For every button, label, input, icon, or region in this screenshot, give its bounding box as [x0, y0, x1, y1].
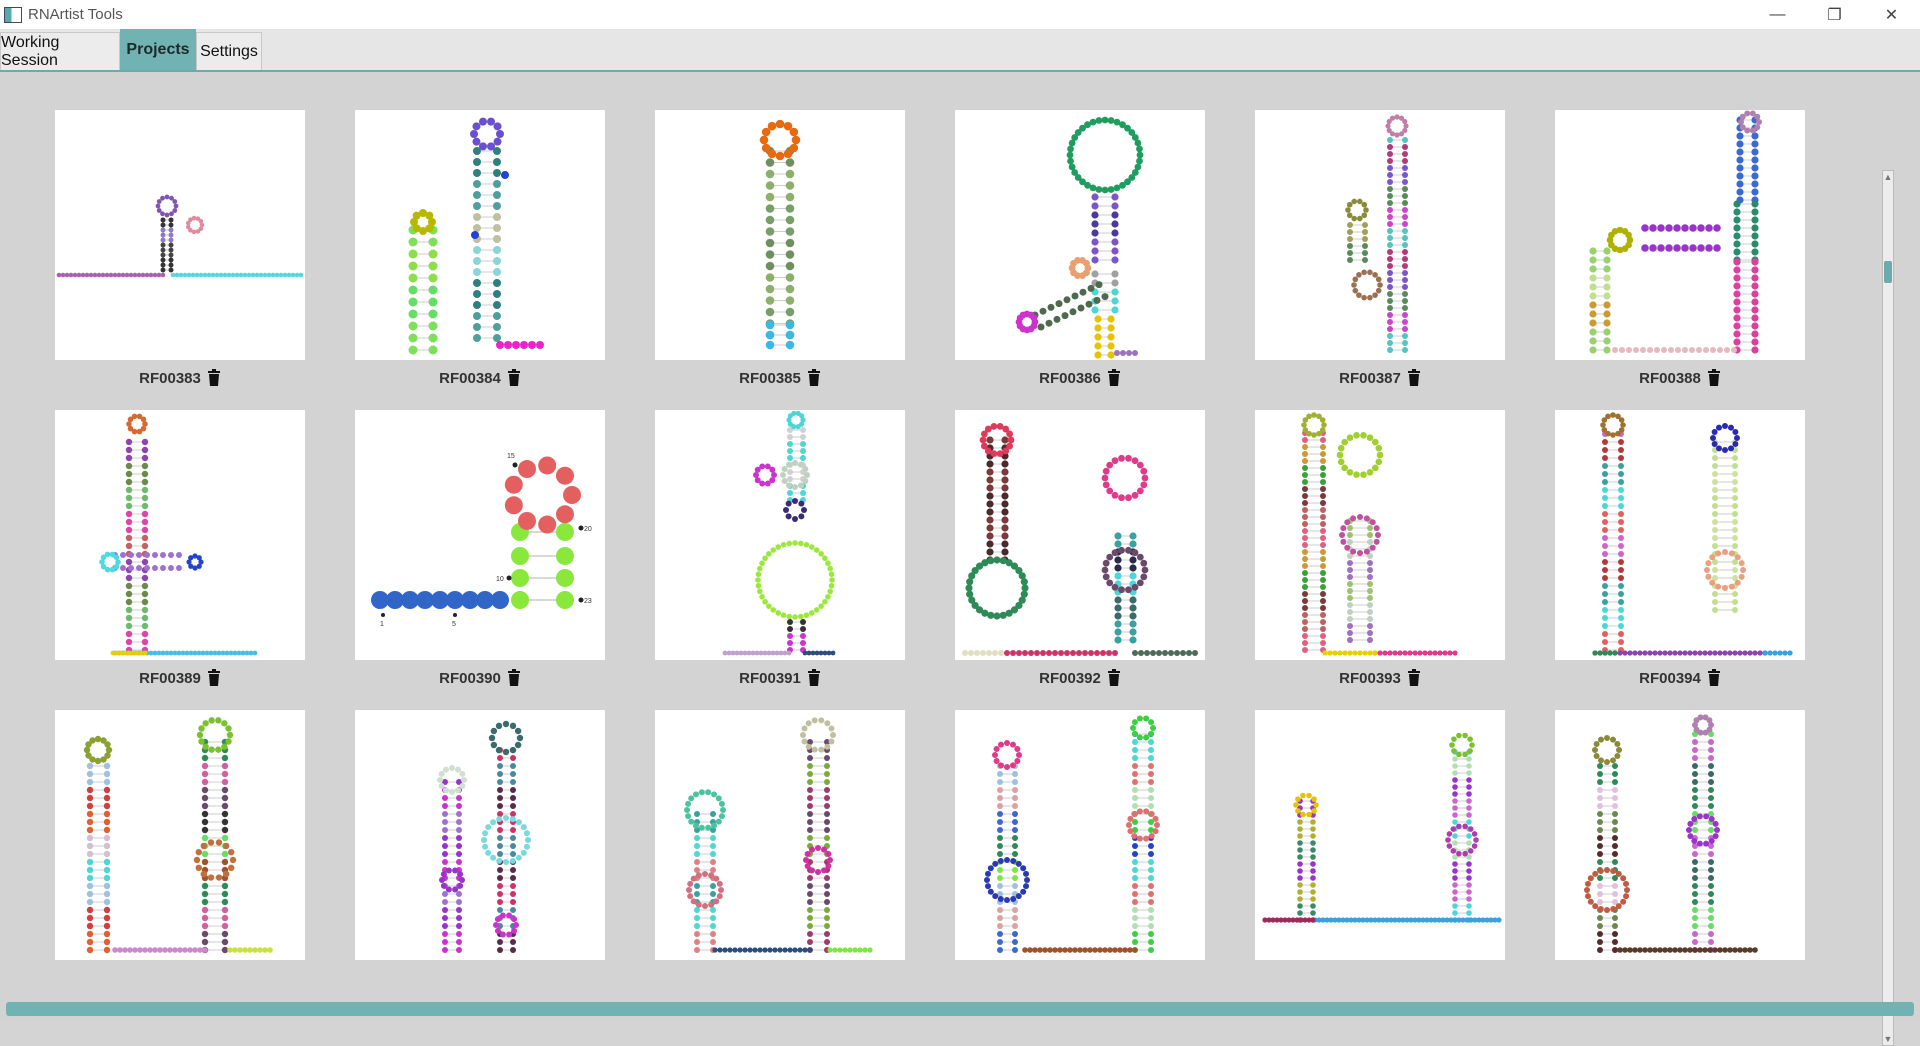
svg-text:20: 20 [584, 526, 592, 533]
project-name: RF00394 [1639, 669, 1701, 687]
trash-icon[interactable] [1107, 669, 1121, 687]
rna-structure-drawing [408, 117, 544, 355]
project-name: RF00389 [139, 669, 201, 687]
project-name: RF00388 [1639, 369, 1701, 387]
trash-icon[interactable] [1407, 669, 1421, 687]
project-thumbnail[interactable] [955, 410, 1205, 660]
project-label-row: RF00385 [655, 366, 905, 390]
rna-structure-drawing [1584, 714, 1758, 953]
rna-structure-drawing [83, 717, 273, 954]
project-name: RF00393 [1339, 669, 1401, 687]
project-name: RF00392 [1039, 669, 1101, 687]
tab-bar: Working Session Projects Settings [0, 29, 1920, 72]
rna-structure-drawing [1015, 116, 1144, 359]
project-label-row: RF00386 [955, 366, 1205, 390]
tab-working-session[interactable]: Working Session [0, 32, 120, 70]
scroll-down-icon[interactable]: ▼ [1883, 1034, 1893, 1044]
project-name: RF00383 [139, 369, 201, 387]
trash-icon[interactable] [1407, 369, 1421, 387]
svg-text:5: 5 [452, 621, 456, 628]
vertical-scroll-thumb[interactable] [1884, 261, 1892, 283]
project-thumbnail[interactable] [1255, 410, 1505, 660]
projects-panel: RF00383 RF00384 RF00385 RF00386 RF00387 RF003… [0, 72, 1920, 1046]
project-thumbnail[interactable] [1255, 710, 1505, 960]
close-button[interactable]: ✕ [1884, 6, 1899, 24]
trash-icon[interactable] [507, 669, 521, 687]
rna-structure-drawing [1589, 110, 1762, 354]
project-thumbnail[interactable] [355, 710, 605, 960]
trash-icon[interactable] [1707, 669, 1721, 687]
rna-structure-drawing [1301, 412, 1458, 656]
project-label-row: RF00383 [55, 366, 305, 390]
rna-structure-drawing [1345, 114, 1409, 353]
project-thumbnail[interactable] [55, 410, 305, 660]
vertical-scrollbar[interactable]: ▲ ▼ [1882, 170, 1894, 1046]
tab-projects[interactable]: Projects [120, 29, 196, 70]
project-label-row: RF00384 [355, 366, 605, 390]
project-name: RF00385 [739, 369, 801, 387]
trash-icon[interactable] [207, 669, 221, 687]
project-name: RF00384 [439, 369, 501, 387]
tab-settings[interactable]: Settings [196, 32, 262, 70]
project-name: RF00390 [439, 669, 501, 687]
rna-structure-drawing [984, 715, 1160, 953]
project-label-row: RF00388 [1555, 366, 1805, 390]
window-title: RNArtist Tools [28, 6, 123, 23]
project-thumbnail[interactable] [1255, 110, 1505, 360]
project-thumbnail[interactable]: 15 20 10 23 1 5 [355, 410, 605, 660]
project-name: RF00387 [1339, 369, 1401, 387]
project-label-row: RF00392 [955, 666, 1205, 690]
minimize-button[interactable]: — [1769, 5, 1786, 23]
svg-text:15: 15 [507, 453, 515, 460]
trash-icon[interactable] [807, 369, 821, 387]
scroll-up-icon[interactable]: ▲ [1883, 172, 1893, 182]
project-name: RF00386 [1039, 369, 1101, 387]
app-icon [4, 6, 22, 23]
project-thumbnail[interactable] [655, 110, 905, 360]
rna-structure-drawing [759, 119, 801, 350]
rna-structure-drawing [56, 194, 304, 278]
maximize-button[interactable]: ❐ [1827, 6, 1842, 24]
project-thumbnail[interactable] [355, 110, 605, 360]
svg-text:23: 23 [584, 598, 592, 605]
window-controls: — ❐ ✕ [1749, 0, 1920, 29]
svg-text:1: 1 [380, 621, 384, 628]
trash-icon[interactable] [1707, 369, 1721, 387]
project-thumbnail[interactable] [655, 410, 905, 660]
project-label-row: RF00393 [1255, 666, 1505, 690]
rna-structure-drawing [99, 413, 258, 656]
rna-structure-drawing [722, 410, 836, 656]
project-name: RF00391 [739, 669, 801, 687]
project-thumbnail[interactable] [955, 110, 1205, 360]
project-label-row: RF00390 [355, 666, 605, 690]
title-bar: RNArtist Tools — ❐ ✕ [0, 0, 1920, 29]
trash-icon[interactable] [207, 369, 221, 387]
horizontal-scrollbar[interactable] [6, 1002, 1914, 1016]
trash-icon[interactable] [507, 369, 521, 387]
project-thumbnail[interactable] [55, 710, 305, 960]
rna-structure-drawing [1592, 412, 1793, 656]
project-thumbnail[interactable] [1555, 710, 1805, 960]
project-label-row: RF00394 [1555, 666, 1805, 690]
rna-structure-drawing [684, 717, 873, 953]
trash-icon[interactable] [1107, 369, 1121, 387]
trash-icon[interactable] [807, 669, 821, 687]
project-thumbnail[interactable] [55, 110, 305, 360]
rna-structure-drawing [437, 720, 531, 953]
svg-text:10: 10 [496, 576, 504, 583]
rna-structure-drawing [1262, 732, 1502, 923]
project-thumbnail[interactable] [655, 710, 905, 960]
project-label-row: RF00389 [55, 666, 305, 690]
project-thumbnail[interactable] [1555, 410, 1805, 660]
project-label-row: RF00391 [655, 666, 905, 690]
rna-structure-drawing [962, 422, 1198, 656]
project-label-row: RF00387 [1255, 366, 1505, 390]
project-thumbnail[interactable] [955, 710, 1205, 960]
project-thumbnail[interactable] [1555, 110, 1805, 360]
